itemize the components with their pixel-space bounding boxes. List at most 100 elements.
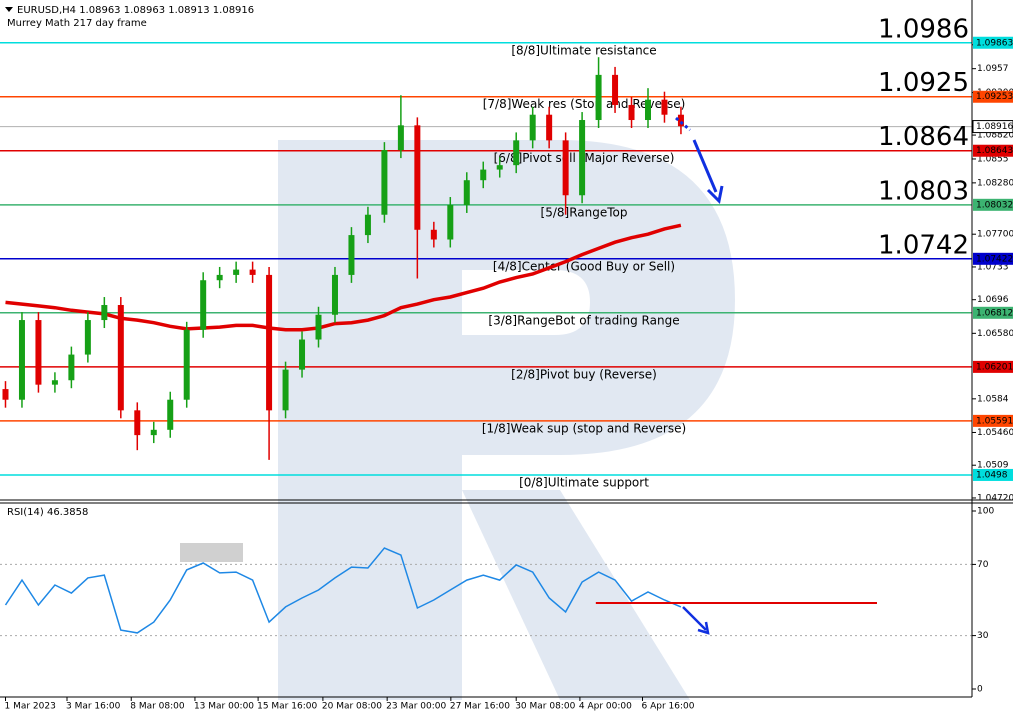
candle-body (18, 320, 25, 400)
arrow-shaft (692, 139, 718, 193)
candle-body (463, 180, 470, 205)
candle-body (315, 314, 322, 340)
level-price-box (973, 468, 1013, 481)
candle-body (84, 320, 91, 355)
level-price-label: 1.08032 (976, 200, 1013, 210)
level-big-label: 1.0925 (878, 68, 969, 98)
level-price-box (973, 252, 1013, 265)
rsi-title: RSI(14) 46.3858 (7, 507, 88, 518)
y-tick-label: 100 (977, 507, 994, 517)
level-price-label: 1.06201 (976, 362, 1013, 372)
y-tick-label: 30 (977, 631, 989, 641)
x-tick-label: 4 Apr 00:00 (579, 702, 632, 712)
candle-body (496, 165, 503, 170)
candle-body (134, 410, 141, 436)
candle-body (200, 280, 207, 330)
last-price-label: 1.08916 (976, 122, 1013, 132)
candle-body (480, 169, 487, 181)
y-tick-label: 1.07700 (977, 230, 1013, 240)
symbol-line: EURUSD,H4 1.08963 1.08963 1.08913 1.0891… (17, 5, 254, 16)
arrow-head (706, 185, 724, 205)
candle-body (150, 429, 157, 436)
x-tick-label: 13 Mar 00:00 (194, 702, 254, 712)
candle-body (167, 399, 174, 430)
price-pane: 1.098401.09571.093001.088201.08551.08280… (0, 14, 1013, 503)
watermark (278, 140, 735, 700)
level-price-box (973, 306, 1013, 319)
x-tick-label: 1 Mar 2023 (4, 702, 55, 712)
candle-body (513, 140, 520, 166)
level-label: [7/8]Weak res (Stop and Reverse) (483, 97, 686, 111)
y-tick-label: 1.08280 (977, 178, 1013, 188)
candle-body (331, 274, 338, 315)
candle-body (414, 125, 421, 230)
level-big-label: 1.0986 (878, 14, 969, 44)
y-tick-label: 1.0855 (977, 154, 1009, 164)
level-label: [0/8]Ultimate support (519, 475, 649, 489)
rsi-pane: RSI(14) 46.3858 100 70 30 0 1 Mar 2023 3 Mar 1… (0, 507, 994, 712)
y-tick-label: 70 (977, 560, 989, 570)
level-label: [2/8]Pivot buy (Reverse) (511, 367, 657, 381)
y-tick-label: 1.0733 (977, 262, 1009, 272)
level-label: [8/8]Ultimate resistance (511, 43, 656, 57)
level-price-label: 1.05591 (976, 416, 1013, 426)
forecast-arrow (675, 116, 724, 205)
y-tick-label: 0 (977, 684, 983, 694)
level-price-box (973, 90, 1013, 103)
watermark-leg (462, 490, 690, 700)
candle-body (645, 99, 651, 121)
level-price-label: 1.06812 (976, 308, 1013, 318)
indicator-name: Murrey Math 217 day frame (7, 18, 147, 29)
candle-body (595, 74, 602, 121)
candle-body (661, 99, 668, 115)
level-price-label: 1.09253 (976, 92, 1013, 102)
candle-body (68, 354, 75, 381)
candle-body (183, 329, 190, 400)
y-tick-label: 1.05460 (977, 428, 1013, 438)
last-price-box (972, 120, 1013, 134)
candle-body (117, 305, 124, 411)
candle-body (430, 229, 437, 240)
arrow-shaft (682, 606, 707, 631)
watermark-r (278, 140, 735, 700)
y-tick-label: 1.0957 (977, 64, 1009, 74)
arrow-head (697, 621, 710, 635)
candle-body (101, 305, 108, 321)
y-tick-label: 1.0696 (977, 295, 1009, 305)
level-big-label: 1.0742 (878, 230, 969, 260)
level-price-box (973, 360, 1013, 373)
level-price-box (973, 414, 1013, 427)
rsi-arrow (682, 606, 710, 635)
candle-body (364, 214, 371, 236)
x-tick-label: 23 Mar 00:00 (386, 702, 446, 712)
x-tick-label: 20 Mar 08:00 (322, 702, 382, 712)
level-price-box (973, 36, 1013, 49)
candle-body (397, 125, 404, 151)
y-tick-label: 1.0584 (977, 394, 1009, 404)
level-label: [5/8]RangeTop (541, 205, 628, 219)
y-tick-label: 1.0509 (977, 461, 1009, 471)
level-label: [4/8]Center (Good Buy or Sell) (493, 259, 675, 273)
level-label: [1/8]Weak sup (stop and Reverse) (482, 421, 686, 435)
y-tick-label: 1.08820 (977, 131, 1013, 141)
x-tick-label: 3 Mar 16:00 (66, 702, 121, 712)
grey-box (180, 543, 243, 562)
rsi-line (4, 547, 682, 634)
candle-body (35, 320, 42, 385)
candle-body (562, 140, 569, 196)
candle-body (299, 339, 306, 370)
x-tick-label: 27 Mar 16:00 (450, 702, 510, 712)
candle-body (2, 389, 9, 400)
level-price-label: 1.07422 (976, 254, 1013, 264)
level-price-label: 1.08643 (976, 146, 1013, 156)
level-price-box (973, 198, 1013, 211)
candle-body (546, 114, 553, 141)
candle-body (266, 274, 273, 411)
candle-body (249, 269, 256, 275)
candle-body (381, 150, 388, 215)
y-tick-label: 1.06580 (977, 329, 1013, 339)
level-price-label: 1.0498 (976, 470, 1008, 480)
y-tick-label: 1.04720 (977, 493, 1013, 503)
candle-body (579, 120, 586, 196)
